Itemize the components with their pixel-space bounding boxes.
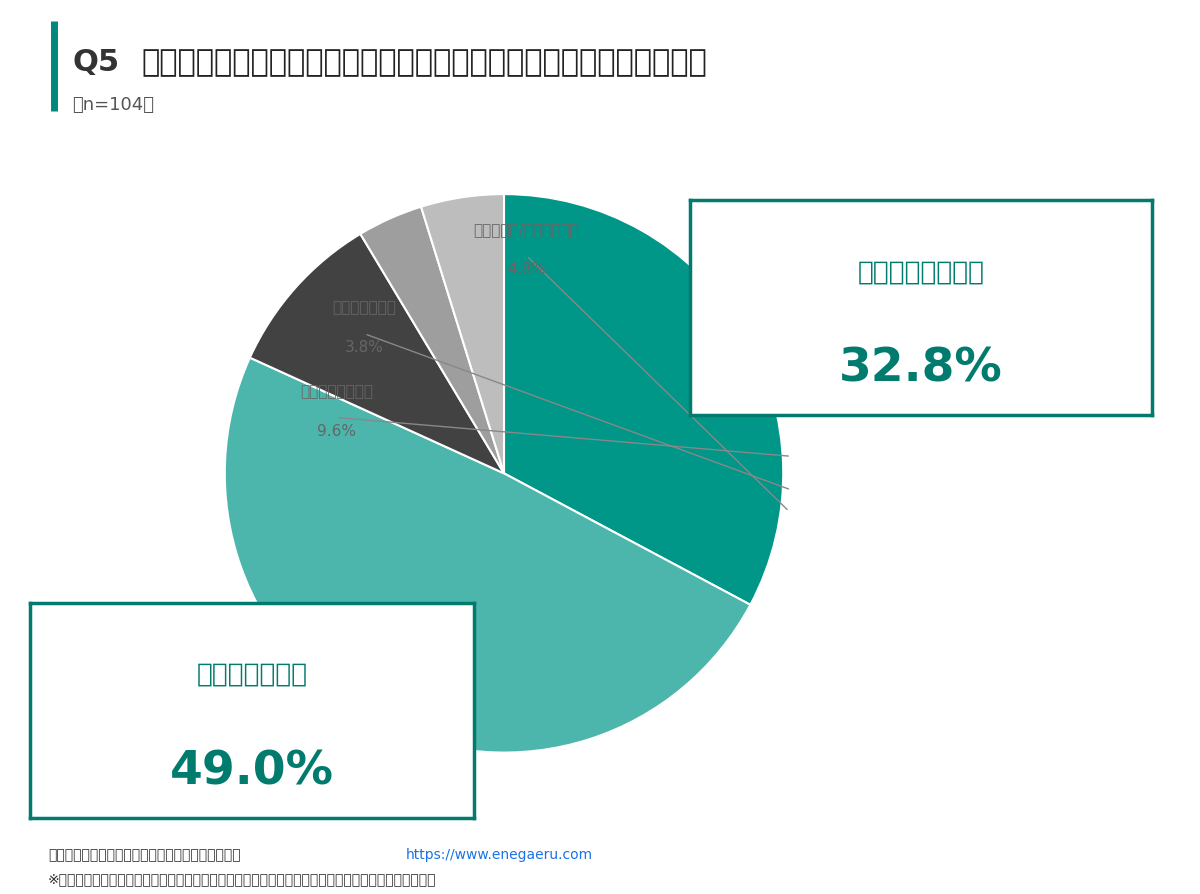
Wedge shape bbox=[224, 358, 750, 753]
Text: あまり関心がない: あまり関心がない bbox=[300, 384, 373, 399]
Wedge shape bbox=[504, 195, 784, 605]
Wedge shape bbox=[360, 207, 504, 474]
Text: 4.8%: 4.8% bbox=[506, 262, 546, 277]
Text: 32.8%: 32.8% bbox=[839, 346, 1003, 391]
Wedge shape bbox=[421, 195, 504, 474]
Text: あなたは、停電への備えとして、家庭用蓄電池に関心を持ちますか。: あなたは、停電への備えとして、家庭用蓄電池に関心を持ちますか。 bbox=[142, 48, 707, 77]
Text: エネがえる運営事務局調べ（国際航業株式会社）: エネがえる運営事務局調べ（国際航業株式会社） bbox=[48, 848, 241, 862]
Wedge shape bbox=[250, 234, 504, 474]
Text: （n=104）: （n=104） bbox=[72, 96, 154, 114]
Text: やや関心がある: やや関心がある bbox=[197, 662, 307, 687]
Text: 9.6%: 9.6% bbox=[317, 424, 356, 439]
Text: 3.8%: 3.8% bbox=[344, 340, 384, 355]
Text: 49.0%: 49.0% bbox=[170, 748, 334, 793]
Text: わからない/答えられない: わからない/答えられない bbox=[474, 222, 580, 237]
Text: ※データやグラフにつきましては、出典・リンクを明記いただき、ご自由に社内外でご活用ください。: ※データやグラフにつきましては、出典・リンクを明記いただき、ご自由に社内外でご活… bbox=[48, 872, 437, 886]
Text: https://www.enegaeru.com: https://www.enegaeru.com bbox=[406, 848, 593, 862]
Text: 非常に関心がある: 非常に関心がある bbox=[858, 259, 984, 285]
Text: Q5: Q5 bbox=[72, 48, 119, 77]
Text: 全く関心がない: 全く関心がない bbox=[332, 299, 396, 315]
